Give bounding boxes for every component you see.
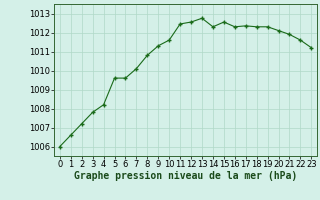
X-axis label: Graphe pression niveau de la mer (hPa): Graphe pression niveau de la mer (hPa) (74, 171, 297, 181)
